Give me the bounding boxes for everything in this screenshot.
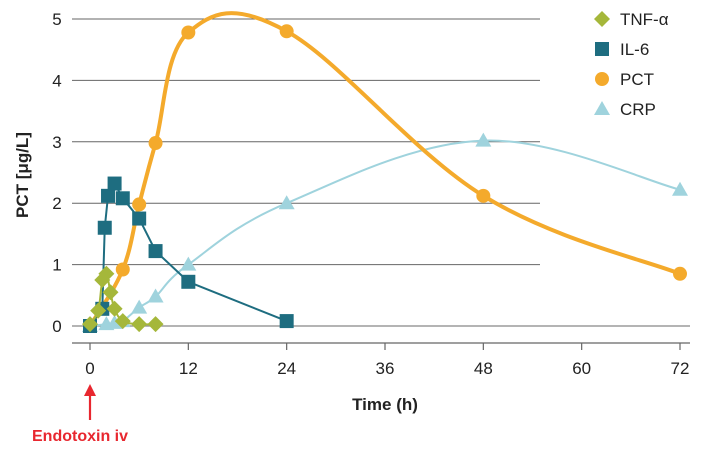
data-point-pct xyxy=(148,136,163,151)
data-point-crp xyxy=(180,256,197,271)
series-line-pct xyxy=(88,11,681,328)
x-tick-label: 72 xyxy=(671,359,690,378)
legend-marker-crp xyxy=(594,101,610,115)
endotoxin-arrow-head xyxy=(84,384,96,396)
data-point-pct xyxy=(476,188,491,203)
endotoxin-annotation: Endotoxin iv xyxy=(32,384,128,445)
x-tick-label: 0 xyxy=(85,359,94,378)
data-point-il-6 xyxy=(132,211,147,226)
legend-marker-tnf xyxy=(594,11,610,27)
series xyxy=(82,11,688,333)
legend-item-pct: PCT xyxy=(595,70,654,89)
data-point-il-6 xyxy=(279,314,294,329)
x-tick-label: 36 xyxy=(376,359,395,378)
data-point-pct xyxy=(181,25,196,40)
data-point-tnf xyxy=(82,316,98,333)
y-tick-label: 2 xyxy=(52,194,61,213)
data-point-tnf xyxy=(98,265,115,282)
legend-marker-pct xyxy=(595,72,609,86)
data-point-il-6 xyxy=(107,176,122,191)
legend-marker-il-6 xyxy=(595,42,609,56)
data-point-pct xyxy=(673,266,687,281)
data-point-crp xyxy=(475,132,492,147)
data-point-crp xyxy=(672,181,688,196)
data-point-il-6 xyxy=(181,274,196,289)
data-point-tnf xyxy=(106,300,123,317)
data-point-tnf xyxy=(114,313,131,330)
data-point-crp xyxy=(131,299,148,314)
legend-label-pct: PCT xyxy=(620,70,654,89)
legend-label-crp: CRP xyxy=(620,100,656,119)
data-point-pct xyxy=(115,262,130,277)
y-tick-label: 3 xyxy=(52,133,61,152)
legend-item-il-6: IL-6 xyxy=(595,40,649,59)
data-point-tnf xyxy=(147,316,164,333)
data-point-pct xyxy=(279,24,294,39)
series-line-crp xyxy=(89,139,681,327)
series-pct xyxy=(83,11,687,333)
data-point-tnf xyxy=(131,316,148,333)
series-line-il-6 xyxy=(89,182,288,327)
x-tick-label: 48 xyxy=(474,359,493,378)
data-point-il-6 xyxy=(115,191,130,206)
legend-label-tnf: TNF-α xyxy=(620,10,669,29)
y-tick-label: 5 xyxy=(52,10,61,29)
y-axis-label: PCT [μg/L] xyxy=(13,132,32,218)
data-point-tnf xyxy=(90,302,107,319)
data-point-il-6 xyxy=(148,244,163,259)
x-axis-label: Time (h) xyxy=(352,395,418,414)
legend: TNF-α IL-6 PCT CRP xyxy=(594,10,669,119)
data-point-crp xyxy=(278,195,295,210)
data-point-tnf xyxy=(102,284,119,301)
legend-item-crp: CRP xyxy=(594,100,656,119)
x-tick-label: 12 xyxy=(179,359,198,378)
y-tick-label: 0 xyxy=(52,317,61,336)
data-point-il-6 xyxy=(101,188,116,203)
series-crp xyxy=(82,132,688,332)
data-point-crp xyxy=(147,288,164,303)
legend-label-il-6: IL-6 xyxy=(620,40,649,59)
gridlines xyxy=(72,18,690,327)
x-tick-label: 24 xyxy=(277,359,296,378)
y-tick-label: 4 xyxy=(52,71,61,90)
endotoxin-label: Endotoxin iv xyxy=(32,428,128,445)
x-tick-label: 60 xyxy=(572,359,591,378)
data-point-pct xyxy=(132,197,147,212)
data-point-il-6 xyxy=(97,220,112,235)
y-tick-label: 1 xyxy=(52,256,61,275)
legend-item-tnf: TNF-α xyxy=(594,10,669,29)
series-tnf xyxy=(82,265,164,333)
